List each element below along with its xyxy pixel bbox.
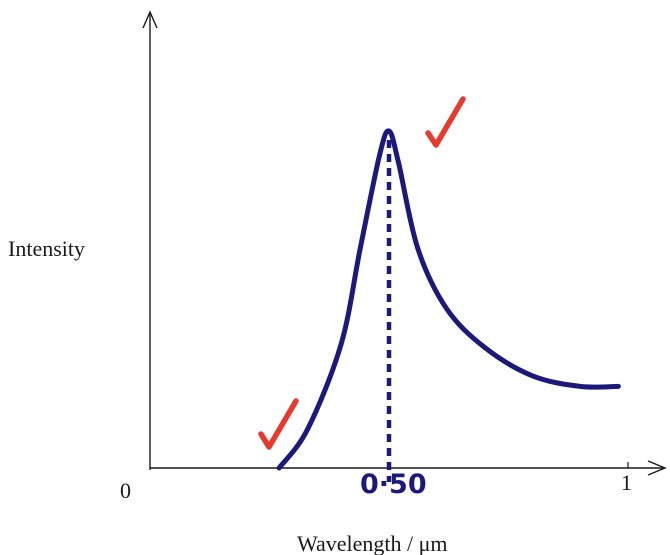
y-axis-label: Intensity: [8, 236, 85, 261]
origin-label: 0: [120, 478, 131, 503]
x-end-tick-label: 1: [621, 470, 632, 495]
check-mark-icon: [428, 99, 463, 145]
peak-wavelength-annotation: 0·50: [360, 469, 427, 500]
x-axis-label: Wavelength / μm: [297, 531, 448, 555]
check-mark-icon: [261, 401, 296, 447]
intensity-curve: [279, 131, 618, 468]
